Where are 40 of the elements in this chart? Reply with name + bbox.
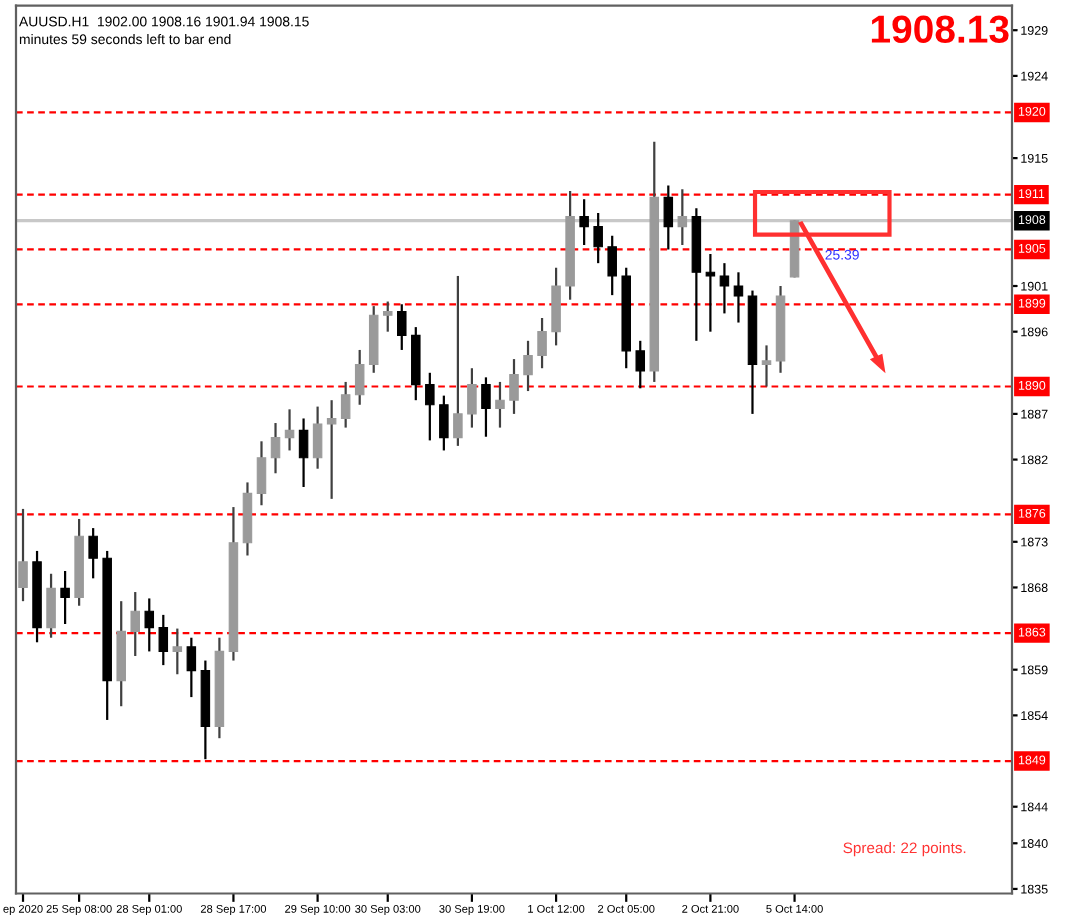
candlestick xyxy=(284,408,295,452)
candlestick xyxy=(467,367,477,429)
candlestick xyxy=(453,274,463,447)
candlestick xyxy=(761,344,772,388)
candlestick xyxy=(425,371,435,442)
candlestick xyxy=(509,357,519,416)
candlestick xyxy=(256,440,267,507)
candlestick xyxy=(312,405,323,470)
candlestick xyxy=(495,380,505,429)
candlestick xyxy=(719,262,730,315)
candlestick xyxy=(439,394,449,452)
candlestick xyxy=(130,590,141,658)
candlestick xyxy=(158,613,169,667)
candlestick xyxy=(397,303,407,352)
candlestick xyxy=(677,188,688,246)
candlestick xyxy=(593,211,603,265)
candlestick xyxy=(144,597,155,653)
candlestick xyxy=(481,376,491,438)
candlestick xyxy=(523,339,533,393)
candlestick xyxy=(382,300,393,333)
annotation: 1908.13 xyxy=(871,15,1009,44)
candlestick xyxy=(18,507,28,603)
candlestick xyxy=(270,421,281,475)
candlestick xyxy=(607,234,617,297)
candlestick xyxy=(172,627,183,676)
candlestick xyxy=(705,252,716,333)
candlestick xyxy=(326,399,337,500)
candlestick xyxy=(551,266,561,347)
candlestick xyxy=(663,184,674,251)
candlestick xyxy=(354,348,365,406)
candlestick xyxy=(340,380,351,429)
candlestick xyxy=(60,569,70,626)
candlestick xyxy=(635,339,646,390)
candlestick xyxy=(186,636,197,699)
candlestick xyxy=(579,198,589,246)
candlestick xyxy=(733,271,744,324)
candlestick xyxy=(298,417,309,489)
candlestick xyxy=(88,526,98,580)
candlestick xyxy=(46,572,56,639)
candlestick xyxy=(537,316,547,370)
